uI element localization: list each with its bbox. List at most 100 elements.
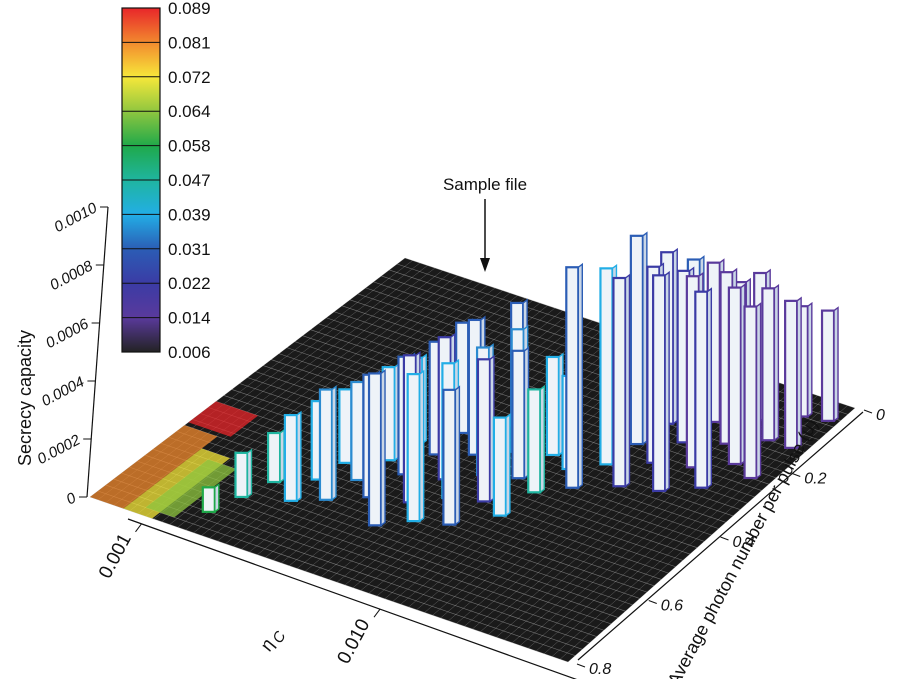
floor-gridline-mu — [105, 484, 583, 650]
colorbar-segment — [122, 42, 160, 78]
y-tick — [863, 409, 873, 414]
colorbar-label: 0.072 — [168, 68, 211, 87]
x-tick — [135, 523, 142, 533]
bar-front — [318, 388, 334, 501]
colorbar-segment — [122, 8, 160, 43]
y-tick-label: 0 — [876, 407, 885, 424]
bar-side — [664, 270, 670, 493]
bar-side — [773, 283, 780, 442]
floor-gridline-eta — [89, 257, 406, 498]
colorbar-segment — [122, 111, 160, 147]
bar-side — [577, 262, 583, 490]
bar-front — [350, 380, 365, 482]
z-tick-label: 0.0008 — [47, 257, 96, 294]
bar-front — [629, 234, 644, 446]
bar-front — [283, 413, 298, 502]
floor-gridline-mu — [113, 478, 590, 644]
y-axis-line — [577, 411, 864, 661]
floor-gridline-mu — [89, 496, 569, 663]
z-tick-label: 0.0006 — [43, 315, 92, 352]
bar-front — [367, 372, 383, 527]
bar-side — [706, 287, 713, 490]
floor-gridline-mu — [121, 472, 597, 637]
colorbar-label: 0.031 — [168, 240, 211, 259]
colorbar-segment — [122, 180, 160, 215]
y-tick-label: 0.6 — [661, 598, 683, 615]
bars — [201, 231, 839, 527]
z-tick-label: 0 — [64, 489, 80, 508]
colorbar: 0.089 0.081 0.072 0.064 0.058 0.047 0.039 0.031… — [121, 0, 211, 362]
colorbar-segment — [122, 248, 160, 284]
x-tick-label: 0.010 — [334, 616, 375, 668]
x-axis-title: η C — [256, 628, 290, 653]
bar-side — [296, 410, 302, 503]
y-tick — [648, 600, 657, 604]
bar-front — [511, 349, 526, 480]
bar-front — [694, 290, 709, 489]
floor-gridline-mu — [145, 454, 619, 618]
bar-front — [266, 431, 282, 484]
bar-front — [612, 276, 627, 488]
colorbar-label: 0.022 — [168, 274, 211, 293]
floor-color-patch — [188, 401, 259, 437]
bar-side — [246, 448, 253, 499]
bar-front — [820, 309, 836, 422]
colorbar-segment — [122, 317, 160, 353]
colorbar-segment — [122, 283, 160, 319]
colorbar-segment — [122, 76, 160, 112]
colorbar-label: 0.081 — [168, 33, 211, 52]
annotation-arrowhead — [480, 258, 490, 272]
bar-front — [406, 373, 421, 523]
bar-front — [476, 358, 492, 503]
floor-gridline-eta — [312, 327, 616, 575]
sample-file-annotation: Sample file — [443, 175, 527, 272]
bar-side — [624, 273, 631, 488]
z-tick-label: 0.0010 — [51, 199, 100, 236]
colorbar-label: 0.039 — [168, 205, 211, 224]
x-tick-label: 0.001 — [95, 530, 136, 582]
floor-color-patch — [90, 425, 218, 509]
y-tick-label: 0.8 — [589, 661, 611, 678]
bar-front — [545, 355, 560, 457]
y-tick-label: 0.4 — [733, 534, 755, 551]
bar-front — [599, 267, 614, 466]
z-axis-title: Secrecy capacity — [15, 330, 35, 466]
colorbar-label: 0.058 — [168, 137, 211, 156]
colorbar-label: 0.006 — [168, 343, 211, 362]
bar-front — [743, 305, 758, 480]
bar-front — [201, 486, 216, 513]
colorbar-label: 0.047 — [168, 171, 211, 190]
floor-gridline-eta — [535, 397, 826, 652]
colorbar-segment — [122, 145, 160, 181]
bar-front — [492, 416, 507, 517]
bar-front — [234, 451, 249, 499]
y-tick — [720, 536, 729, 541]
bar-front — [442, 388, 457, 526]
bar-front — [761, 287, 776, 442]
bar-side — [214, 482, 220, 514]
floor-gridline-mu — [231, 389, 698, 548]
bar-side — [833, 306, 839, 423]
bar-side — [454, 385, 461, 526]
bar-side — [807, 301, 813, 418]
x-axis-line — [127, 518, 579, 681]
bar-side — [539, 385, 545, 494]
z-tick-label: 0.0004 — [39, 374, 88, 411]
y-tick-label: 0.2 — [804, 471, 826, 488]
colorbar-label: 0.089 — [168, 0, 211, 18]
floor-gridline-mu — [97, 490, 576, 656]
bar-front — [527, 388, 542, 494]
floor-gridline-eta — [559, 405, 848, 660]
floor-color-patch — [145, 459, 237, 518]
bar-side — [505, 413, 511, 517]
bar-front — [652, 274, 667, 493]
bar-front — [727, 286, 742, 466]
bar-side — [796, 296, 802, 450]
x-tick — [373, 608, 381, 618]
bar-side — [331, 385, 337, 502]
z-axis-line — [86, 206, 109, 498]
bar-front — [565, 266, 580, 489]
colorbar-label: 0.014 — [168, 309, 211, 328]
bar-side — [380, 369, 386, 527]
